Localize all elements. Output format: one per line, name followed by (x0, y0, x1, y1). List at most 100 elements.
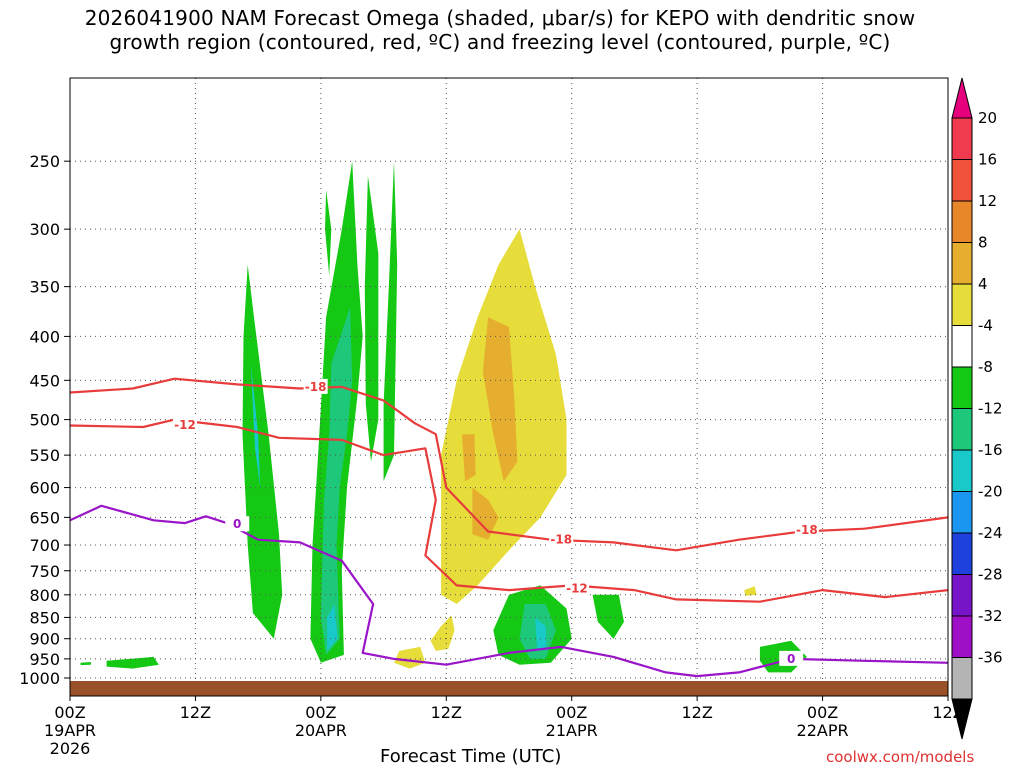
colorbar-swatch-12 (951, 615, 973, 658)
colorbar: 20 16 12 8 4 -4 -8 -12 -16 -20 -24 -28 -32 -36 (951, 77, 1003, 740)
colorbar-swatch-2 (951, 200, 973, 243)
plot-frame (69, 77, 949, 697)
omega-region-5 (325, 189, 332, 276)
colorbar-bottom-arrow (951, 698, 973, 740)
x-tick-year: 2026 (50, 739, 91, 758)
x-tick-label: 00Z (556, 703, 587, 722)
x-axis-title: Forecast Time (UTC) (380, 746, 562, 767)
contour-label: -12 (566, 582, 588, 596)
colorbar-label: 20 (978, 109, 997, 127)
x-tick-label: 12Z (431, 703, 462, 722)
y-tick-label: 300 (29, 220, 60, 239)
x-tick-date: 19APR (44, 721, 96, 740)
colorbar-swatch-9 (951, 491, 973, 534)
colorbar-swatch-10 (951, 532, 973, 575)
y-tick-label: 750 (29, 562, 60, 581)
y-tick-label: 1000 (19, 669, 60, 688)
x-tick-label: 00Z (305, 703, 336, 722)
omega-region-6 (364, 175, 379, 462)
y-tick-label: 550 (29, 446, 60, 465)
chart-title: 2026041900 NAM Forecast Omega (shaded, μ… (0, 6, 1000, 54)
omega-region-15 (430, 615, 455, 651)
omega-region-7 (383, 161, 398, 482)
y-axis: 250 300 350 400 450 500 550 600 650 700 750 800 850 9… (19, 152, 70, 688)
omega-region-3 (320, 307, 353, 655)
omega-region-0 (242, 264, 283, 639)
omega-region-10 (472, 487, 499, 540)
y-tick-label: 250 (29, 152, 60, 171)
isotherm-neg18-line (70, 377, 948, 552)
y-tick-label: 850 (29, 608, 60, 627)
y-tick-label: 900 (29, 630, 60, 649)
contour-label-bg (794, 521, 819, 537)
colorbar-label: -8 (978, 358, 993, 376)
y-tick-label: 600 (29, 479, 60, 498)
y-tick-label: 650 (29, 508, 60, 527)
colorbar-label: -20 (978, 483, 1003, 501)
colorbar-swatch-3 (951, 242, 973, 285)
contour-label: 0 (233, 517, 241, 531)
x-tick-date: 22APR (797, 721, 849, 740)
colorbar-swatch-13 (951, 657, 973, 700)
contour-label-bg (779, 650, 804, 666)
omega-region-4 (327, 604, 338, 651)
isotherm-neg12-line (70, 418, 948, 603)
colorbar-label: 4 (978, 275, 988, 293)
chart-title-line-1: 2026041900 NAM Forecast Omega (shaded, μ… (84, 6, 916, 30)
colorbar-swatch-11 (951, 574, 973, 617)
colorbar-label: 12 (978, 192, 997, 210)
colorbar-swatch-6 (951, 366, 973, 409)
omega-region-20 (80, 662, 91, 666)
y-tick-label: 450 (29, 371, 60, 390)
omega-region-21 (744, 586, 757, 596)
contour-label-bg (549, 531, 574, 547)
contour-label-bg (172, 416, 197, 432)
colorbar-label: 8 (978, 234, 988, 252)
omega-shading (80, 161, 807, 673)
y-tick-label: 500 (29, 411, 60, 430)
y-tick-label: 400 (29, 327, 60, 346)
omega-region-16 (394, 646, 426, 669)
omega-region-14 (535, 617, 547, 651)
colorbar-label: -4 (978, 317, 993, 335)
colorbar-label: -24 (978, 524, 1003, 542)
contour-label-bg (303, 378, 328, 394)
x-tick-date: 20APR (295, 721, 347, 740)
omega-region-1 (250, 363, 261, 488)
omega-region-19 (106, 656, 159, 669)
x-tick-label: 12Z (180, 703, 211, 722)
y-tick-label: 950 (29, 650, 60, 669)
colorbar-swatch-5 (951, 325, 973, 368)
contour-label: -18 (550, 533, 572, 547)
colorbar-swatch-8 (951, 449, 973, 492)
colorbar-swatch-1 (951, 159, 973, 202)
colorbar-swatch-0 (951, 117, 973, 160)
contour-label: -12 (174, 418, 196, 432)
contour-label: -18 (796, 523, 818, 537)
omega-region-9 (482, 317, 518, 482)
colorbar-label: -12 (978, 400, 1003, 418)
omega-region-11 (462, 434, 476, 482)
y-tick-label: 350 (29, 278, 60, 297)
terrain-ground (70, 681, 948, 696)
contour-label-bg (225, 516, 250, 532)
omega-region-17 (592, 594, 624, 639)
x-tick-label: 00Z (54, 703, 85, 722)
freezing-level-line (70, 504, 948, 678)
colorbar-label: -28 (978, 566, 1003, 584)
colorbar-swatch-7 (951, 408, 973, 451)
colorbar-label: -36 (978, 649, 1003, 667)
colorbar-swatch-4 (951, 283, 973, 326)
colorbar-label: 16 (978, 151, 997, 169)
contour-label: 0 (787, 652, 795, 666)
y-tick-label: 700 (29, 536, 60, 555)
contour-label-bg (564, 580, 589, 596)
x-tick-date: 21APR (546, 721, 598, 740)
contour-label: -18 (305, 380, 327, 394)
y-tick-label: 800 (29, 586, 60, 605)
chart-title-line-2: growth region (contoured, red, ºC) and f… (109, 30, 891, 54)
colorbar-label: -32 (978, 607, 1003, 625)
contour-labels: -18 -12 -18 -12 -18 0 0 (172, 378, 819, 666)
